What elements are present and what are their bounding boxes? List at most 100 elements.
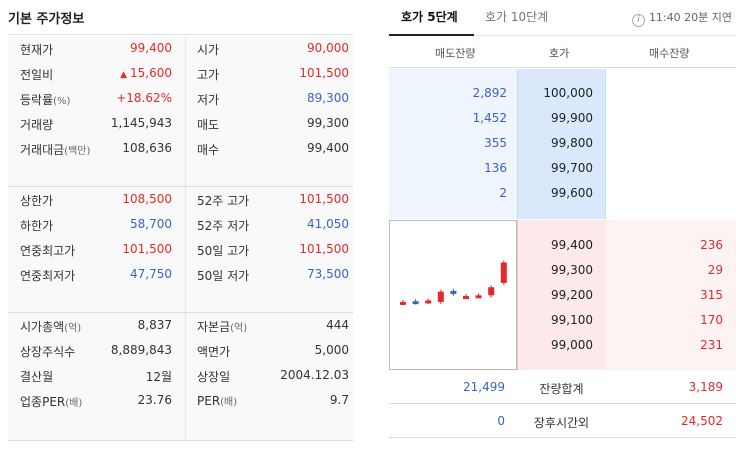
header-bid-qty: 매수잔량 [649,47,690,60]
candle [475,295,482,299]
bid-row: 99,000 231 [389,333,736,358]
label-text: 저가 [197,93,220,107]
value-text: 1,145,943 [110,116,172,130]
ask-price: 99,800 [551,136,593,150]
header-price: 호가 [549,47,570,60]
value: 73,500 [307,267,349,281]
ask-row: 136 99,700 [389,156,736,181]
label-text: 연중최고가 [20,244,76,258]
label: 거래대금(백만) [20,141,90,158]
title-divider [8,34,353,35]
value: 23.76 [138,393,172,407]
ask-row: 1,452 99,900 [389,106,736,131]
value-text: 8,889,843 [110,343,172,357]
label: 현재가 [20,41,53,58]
info-icon[interactable]: i [631,14,645,27]
label: 50일 고가 [197,242,249,259]
ask-block: 2,892 100,000 1,452 99,900 355 99,800 136 99,70… [389,69,736,219]
delay-text: 11:40 20분 지연 [648,11,732,24]
bid-qty: 170 [700,313,723,327]
candle [500,262,507,283]
bid-block: 99,400 236 99,300 29 99,200 315 99,100 170 99,00… [389,220,736,370]
info-row: 하한가 58,700 52주 저가 41,050 [8,212,353,237]
value-text: 58,700 [130,217,172,231]
label-text: 50일 고가 [197,244,250,258]
label-text: 상한가 [20,194,54,208]
value: 41,050 [307,217,349,231]
ask-price: 99,700 [551,161,593,175]
afterhours-ask-qty: 0 [497,414,505,428]
label-text: 상장주식수 [20,345,76,359]
value: 2004.12.03 [280,368,349,382]
ask-qty: 136 [484,161,507,175]
bid-qty: 236 [700,238,723,252]
tab-orderbook-10[interactable]: 호가 10단계 [485,10,549,24]
value-text: 8,837 [137,318,172,332]
delay-notice: i 11:40 20분 지연 [631,9,732,27]
candle [437,291,444,302]
section-title: 기본 주가정보 [8,12,85,27]
label: 자본금(억) [197,318,247,335]
label-text: 52주 고가 [197,194,250,208]
bid-row: 99,300 29 [389,258,736,283]
info-row: 전일비 ▲ 15,600 고가 101,500 [8,61,353,86]
info-row: 연중최고가 101,500 50일 고가 101,500 [8,237,353,262]
label: 결산월 [20,368,53,385]
ask-price: 99,600 [551,186,593,200]
bid-price: 99,400 [551,238,593,252]
label-text: 액면가 [197,345,231,359]
info-row: 등락률(%) +18.62% 저가 89,300 [8,86,353,111]
label-text: 하한가 [20,219,54,233]
orderbook: 호가 5단계 호가 10단계 i 11:40 20분 지연 매도잔량 호가 매수잔… [389,0,736,449]
info-row: 거래량 1,145,943 매도 99,300 [8,111,353,136]
total-bid-qty: 3,189 [688,380,723,394]
info-row: 연중최저가 47,750 50일 저가 73,500 [8,262,353,287]
label: 매수 [197,141,219,158]
value-text: 12월 [145,370,172,384]
ask-qty: 2 [499,186,507,200]
label-unit: (배) [65,398,83,409]
mini-candle-chart [389,220,517,370]
label: 시가 [197,41,219,58]
label: 업종PER(배) [20,393,82,410]
bid-qty: 29 [707,263,723,277]
tab-orderbook-5[interactable]: 호가 5단계 [401,10,458,24]
label: 연중최저가 [20,267,75,284]
ask-qty: 1,452 [472,111,507,125]
candle [412,301,419,305]
label-text: 매도 [197,118,220,132]
candle [463,296,469,300]
value: 5,000 [314,343,349,357]
label-text: PER [197,394,221,408]
value: 8,837 [138,318,172,332]
label-unit: (억) [230,323,248,334]
fundamentals-panel: 시가총액(억) 8,837 자본금(억) 444 상장주식수 8,889,843 액면가 5,… [8,313,353,440]
value: +18.62% [116,91,172,105]
divider [8,186,353,187]
info-row: 시가총액(억) 8,837 자본금(억) 444 [8,313,353,338]
value-text: 15,600 [130,66,172,80]
value-text: 108,636 [122,141,172,155]
info-row: 현재가 99,400 시가 90,000 [8,36,353,61]
ask-qty-column [389,69,517,219]
candle [488,287,495,296]
range-panel: 상한가 108,500 52주 고가 101,500 하한가 58,700 52주 저가 41… [8,187,353,312]
bid-price: 99,000 [551,338,593,352]
label-text: 고가 [197,68,220,82]
value: 101,500 [299,242,349,256]
ask-qty: 2,892 [472,86,507,100]
total-remaining-row: 21,499 잔량합계 3,189 [389,371,736,404]
label: 시가총액(억) [20,318,81,335]
total-ask-qty: 21,499 [463,380,505,394]
value: 444 [326,318,349,332]
bid-qty: 315 [700,288,723,302]
label-text: 현재가 [20,43,54,57]
value: 101,500 [122,242,172,256]
value: 47,750 [130,267,172,281]
bid-qty: 231 [700,338,723,352]
bid-row: 99,200 315 [389,283,736,308]
label: 매도 [197,116,219,133]
ask-qty: 355 [484,136,507,150]
label: 52주 저가 [197,217,249,234]
label: 상장일 [197,368,230,385]
